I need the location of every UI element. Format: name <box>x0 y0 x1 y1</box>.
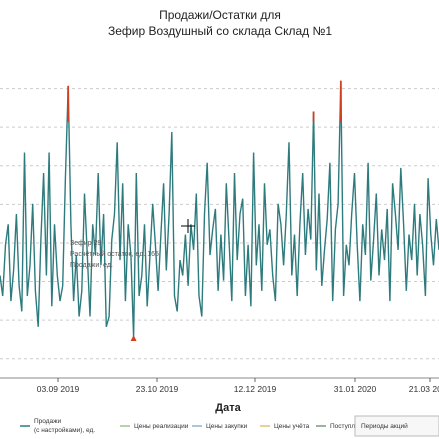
legend-item[interactable]: Цены учёта <box>260 423 310 430</box>
minimum-marker <box>130 335 137 341</box>
chart-title-line2: Зефир Воздушный со склада Склад №1 <box>108 24 332 38</box>
legend-item[interactable]: Периоды акций <box>354 415 439 437</box>
x-tick-label: 03.09 2019 <box>37 384 80 394</box>
legend-label: Цены учёта <box>274 423 310 430</box>
legend-label: Цены закупки <box>206 423 248 430</box>
x-tick-labels: 03.09 2019 23.10 2019 12.12 2019 31.01 2020… <box>37 378 439 394</box>
tooltip-line2: Расчётный остаток, ед. 165 <box>70 250 159 258</box>
x-tick-label: 23.10 2019 <box>136 384 179 394</box>
tooltip: Зефир 29 Расчётный остаток, ед. 165 Прод… <box>70 240 159 269</box>
x-tick-label: 12.12 2019 <box>234 384 277 394</box>
legend-label: Продажи <box>34 418 62 425</box>
x-axis-label: Дата <box>215 402 241 414</box>
grid-lines <box>0 88 439 360</box>
legend-sublabel: (с настройками), ед. <box>34 426 95 434</box>
legend-item[interactable]: Продажи(с настройками), ед. <box>20 418 95 434</box>
series-group <box>0 80 439 341</box>
x-tick-label: 21.03 2020 <box>409 384 439 394</box>
chart-title: Продажи/Остатки для Зефир Воздушный со с… <box>108 8 332 38</box>
legend-item[interactable]: Цены закупки <box>192 423 248 430</box>
legend: Продажи(с настройками), ед. Цены реализац… <box>20 415 439 437</box>
legend-label: Цены реализации <box>134 423 189 430</box>
tooltip-line1: Зефир 29 <box>70 240 102 247</box>
chart-title-line1: Продажи/Остатки для <box>159 8 281 22</box>
tooltip-line3: Продажи, ед. <box>70 262 113 269</box>
legend-item[interactable]: Поступления <box>316 423 370 430</box>
sales-series-line <box>0 80 439 338</box>
x-tick-label: 31.01 2020 <box>334 384 377 394</box>
legend-label: Периоды акций <box>361 422 408 430</box>
legend-item[interactable]: Цены реализации <box>120 423 189 430</box>
legend-label: Поступления <box>330 423 370 430</box>
crosshair-cursor-icon <box>181 219 195 233</box>
